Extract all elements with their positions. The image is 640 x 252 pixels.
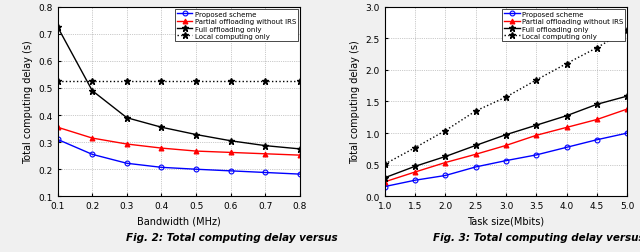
Proposed scheme: [502, 160, 510, 163]
Full offloading only: [442, 155, 449, 159]
Full offloading only: [227, 140, 235, 143]
Partial offloading without IRS: [502, 144, 510, 147]
Local computing only: [88, 80, 96, 83]
Full offloading only: [157, 126, 165, 129]
Proposed scheme: [412, 179, 419, 182]
Local computing only: [262, 80, 269, 83]
Text: Fig. 2:: Fig. 2:: [126, 232, 163, 242]
Proposed scheme: [593, 139, 601, 142]
Full offloading only: [54, 26, 61, 29]
Full offloading only: [593, 103, 601, 106]
Legend: Proposed scheme, Partial offloading without IRS, Full offloading only, Local com: Proposed scheme, Partial offloading with…: [175, 10, 298, 42]
Local computing only: [442, 130, 449, 133]
Line: Local computing only: Local computing only: [381, 27, 630, 168]
X-axis label: Bandwidth (MHz): Bandwidth (MHz): [137, 216, 221, 226]
Proposed scheme: [54, 138, 61, 141]
Partial offloading without IRS: [442, 161, 449, 164]
Y-axis label: Total computing delay (s): Total computing delay (s): [350, 40, 360, 164]
Partial offloading without IRS: [563, 126, 570, 130]
Local computing only: [296, 80, 304, 83]
Local computing only: [563, 63, 570, 66]
Partial offloading without IRS: [532, 134, 540, 137]
Text: Total computing delay versus: Total computing delay versus: [470, 232, 640, 242]
Text: Fig. 3:: Fig. 3:: [433, 232, 470, 242]
Proposed scheme: [227, 170, 235, 173]
Proposed scheme: [442, 174, 449, 177]
Partial offloading without IRS: [157, 147, 165, 150]
Partial offloading without IRS: [123, 143, 131, 146]
Text: Total computing delay versus: Total computing delay versus: [163, 232, 338, 242]
Local computing only: [472, 110, 479, 113]
Local computing only: [192, 80, 200, 83]
Full offloading only: [563, 115, 570, 118]
Local computing only: [623, 29, 631, 33]
Proposed scheme: [157, 166, 165, 169]
Partial offloading without IRS: [472, 153, 479, 156]
Full offloading only: [296, 148, 304, 151]
Partial offloading without IRS: [296, 154, 304, 157]
Partial offloading without IRS: [381, 180, 388, 183]
Full offloading only: [502, 134, 510, 137]
Partial offloading without IRS: [593, 118, 601, 121]
Full offloading only: [123, 117, 131, 120]
Partial offloading without IRS: [262, 153, 269, 156]
Local computing only: [157, 80, 165, 83]
Partial offloading without IRS: [623, 108, 631, 111]
Proposed scheme: [532, 154, 540, 157]
Proposed scheme: [623, 132, 631, 135]
Line: Proposed scheme: Proposed scheme: [382, 131, 630, 189]
Proposed scheme: [88, 153, 96, 156]
Local computing only: [381, 163, 388, 166]
Local computing only: [123, 80, 131, 83]
Local computing only: [54, 80, 61, 83]
Line: Proposed scheme: Proposed scheme: [55, 137, 303, 177]
Full offloading only: [472, 144, 479, 147]
Partial offloading without IRS: [54, 126, 61, 129]
Partial offloading without IRS: [412, 171, 419, 174]
Full offloading only: [412, 165, 419, 168]
Proposed scheme: [472, 166, 479, 169]
Partial offloading without IRS: [192, 150, 200, 153]
Local computing only: [532, 79, 540, 82]
Proposed scheme: [262, 171, 269, 174]
Local computing only: [593, 47, 601, 50]
Proposed scheme: [192, 168, 200, 171]
Line: Partial offloading without IRS: Partial offloading without IRS: [382, 107, 630, 184]
Line: Partial offloading without IRS: Partial offloading without IRS: [55, 125, 303, 158]
Line: Full offloading only: Full offloading only: [54, 24, 303, 153]
Full offloading only: [262, 145, 269, 148]
X-axis label: Task size(Mbits): Task size(Mbits): [467, 216, 545, 226]
Line: Local computing only: Local computing only: [54, 78, 303, 85]
Local computing only: [502, 96, 510, 99]
Proposed scheme: [296, 173, 304, 176]
Full offloading only: [623, 95, 631, 98]
Partial offloading without IRS: [227, 151, 235, 154]
Proposed scheme: [563, 146, 570, 149]
Line: Full offloading only: Full offloading only: [381, 93, 630, 181]
Proposed scheme: [123, 162, 131, 165]
Local computing only: [227, 80, 235, 83]
Full offloading only: [88, 90, 96, 93]
Partial offloading without IRS: [88, 137, 96, 140]
Legend: Proposed scheme, Partial offloading without IRS, Full offloading only, Local com: Proposed scheme, Partial offloading with…: [502, 10, 625, 42]
Full offloading only: [532, 124, 540, 127]
Full offloading only: [192, 134, 200, 137]
Proposed scheme: [381, 185, 388, 188]
Y-axis label: Total computing delay (s): Total computing delay (s): [23, 40, 33, 164]
Local computing only: [412, 147, 419, 150]
Full offloading only: [381, 176, 388, 179]
